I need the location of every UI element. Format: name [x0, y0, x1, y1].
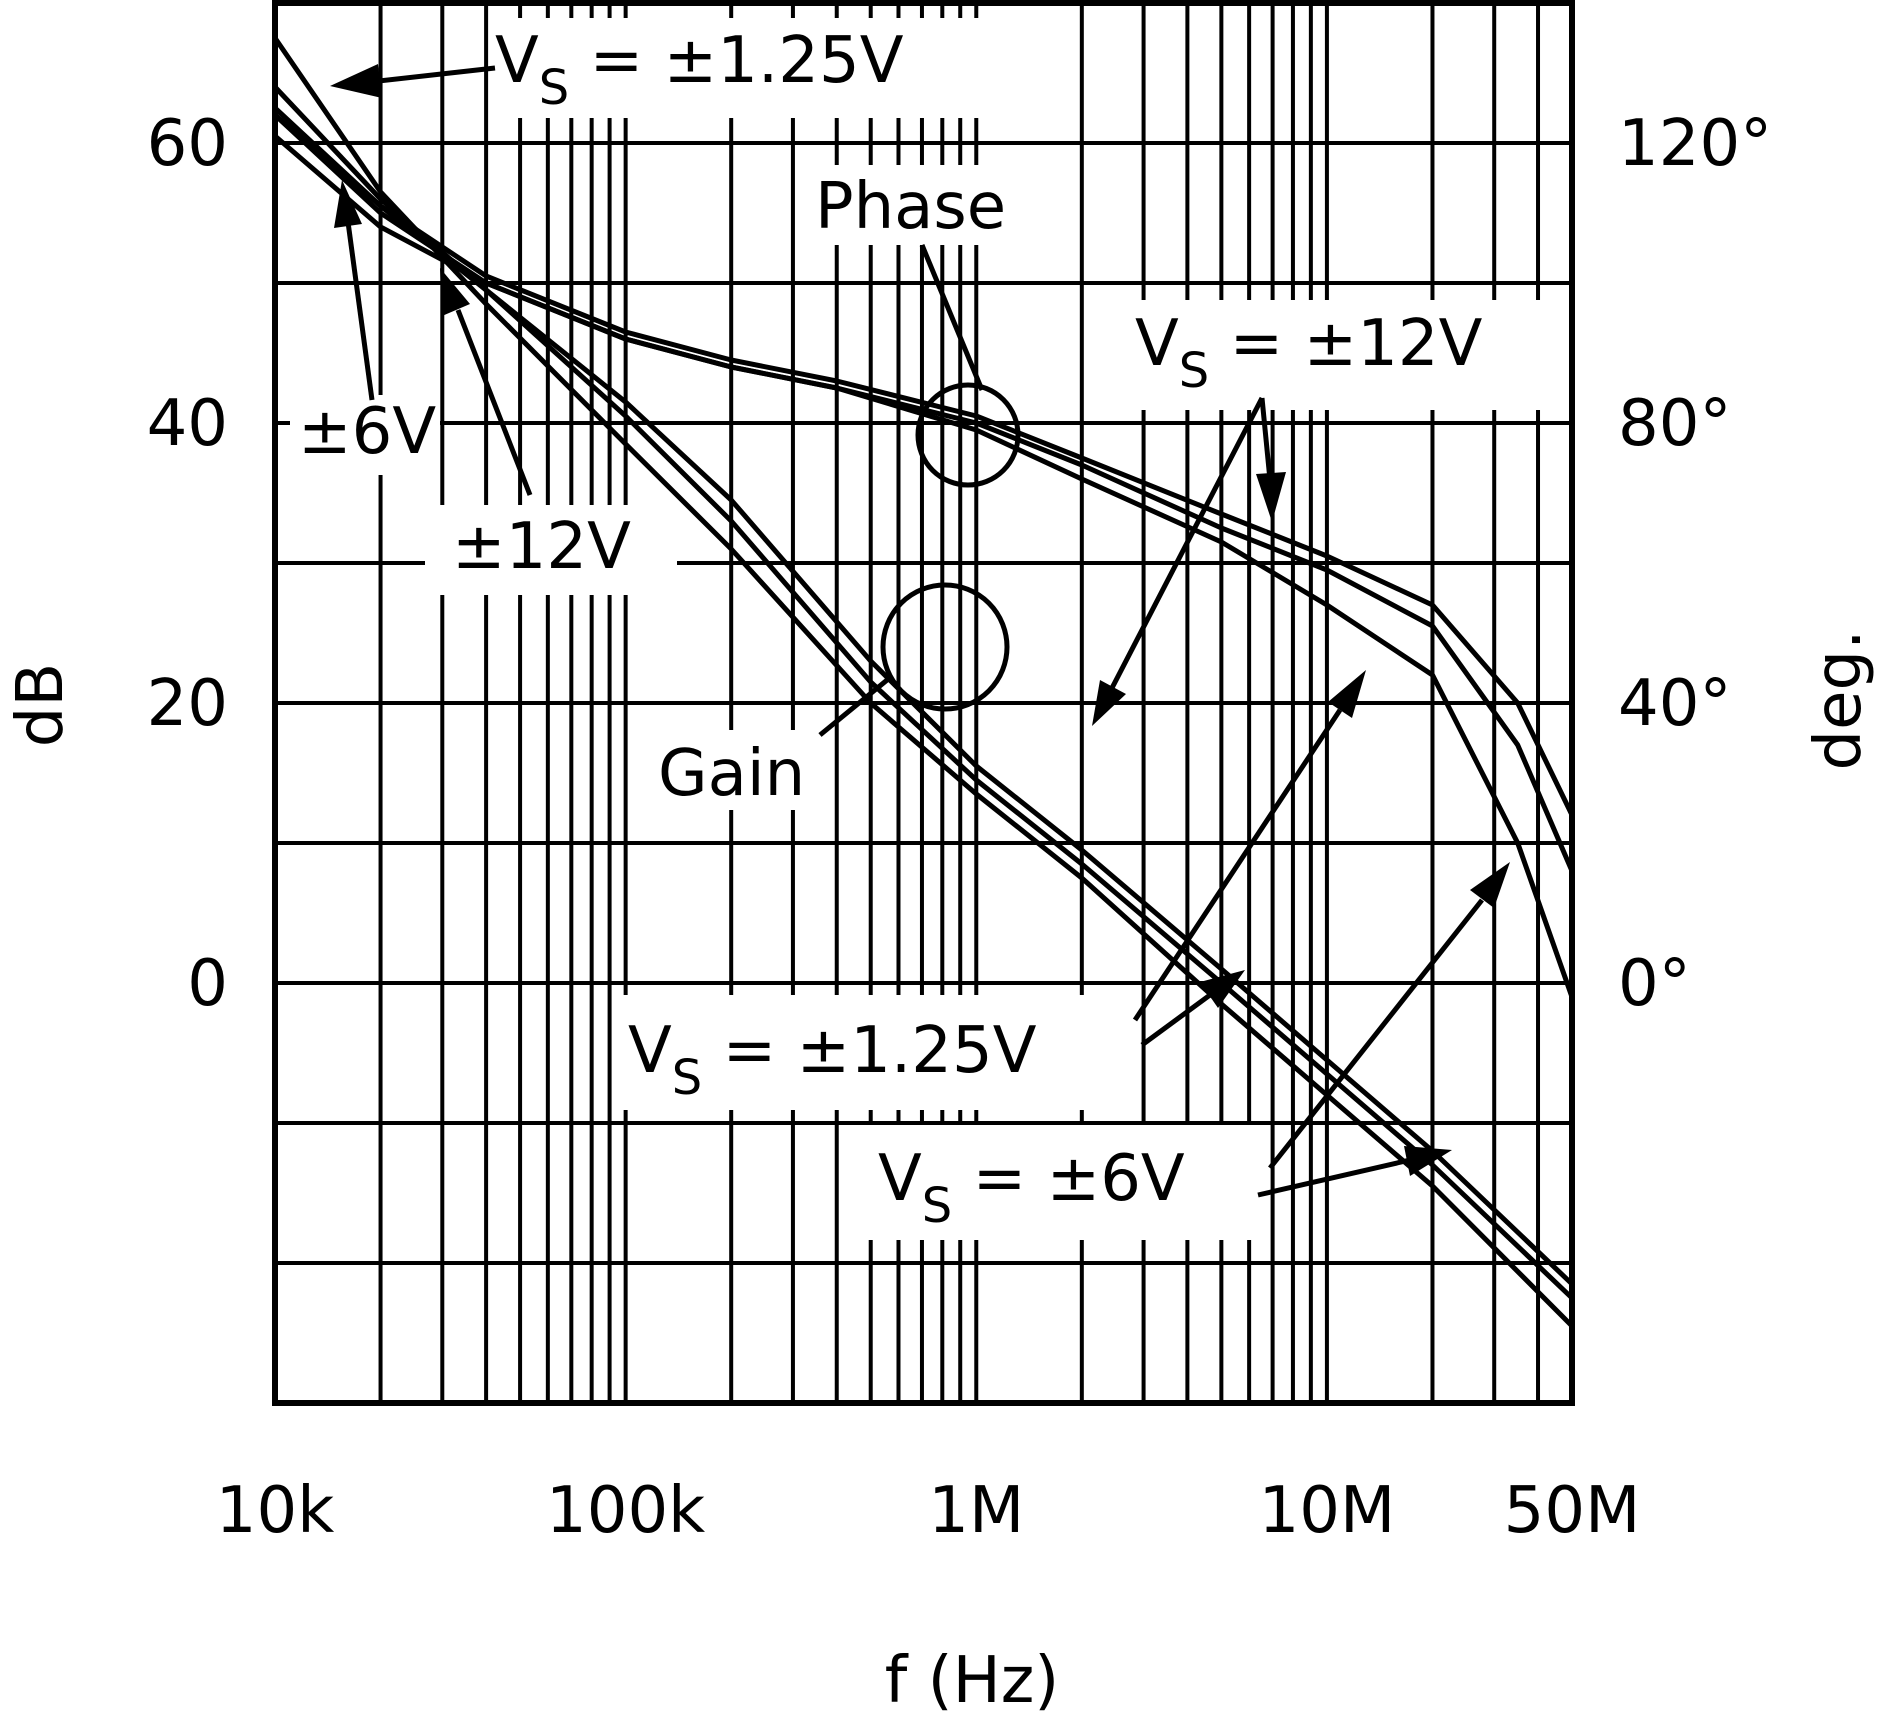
annotation-bg: [490, 18, 1000, 118]
arrow-head: [1092, 680, 1126, 726]
arrow-line: [1109, 396, 1265, 690]
annotation-vs-1-25-bottom: VS = ±1.25V: [628, 1014, 1037, 1106]
y-tick-label-right: 120°: [1618, 107, 1772, 181]
annotation-vs-value: = ±12V: [1209, 307, 1482, 381]
annotation-vs-6: VS = ±6V: [878, 1142, 1185, 1234]
x-tick-label: 50M: [1504, 1474, 1641, 1548]
annotation-vs-subscript: S: [1179, 343, 1209, 399]
y-tick-label-left: 40: [147, 387, 228, 461]
arrow-head: [1470, 862, 1510, 908]
y-tick-label-right: 40°: [1618, 667, 1731, 741]
phase-marker-circle: [915, 382, 1021, 488]
y-tick-label-left: 20: [147, 667, 228, 741]
y-tick-label-left: 60: [147, 107, 228, 181]
arrow-head: [330, 64, 382, 98]
x-tick-label: 10M: [1259, 1474, 1396, 1548]
annotation-vs-symbol: V: [1135, 307, 1179, 381]
y-tick-label-right: 80°: [1618, 387, 1731, 461]
annotation-vs-value: = ±1.25V: [569, 24, 903, 98]
annotation-vs-subscript: S: [922, 1178, 952, 1234]
y-tick-label-left: 0: [187, 947, 228, 1021]
arrow-head: [1200, 970, 1245, 1008]
y-tick-label-right: 0°: [1618, 947, 1691, 1021]
gain-marker-circle: [880, 582, 1010, 712]
x-tick-label: 1M: [928, 1474, 1024, 1548]
annotation-gain: Gain: [658, 737, 805, 811]
phase-curve: [272, 112, 1575, 818]
phase-curve: [272, 133, 1575, 874]
annotation-vs-1-25-top: VS = ±1.25V: [495, 24, 904, 116]
annotations: VS = ±1.25V ±6V ±12V Phase Gain VS = ±12…: [290, 18, 1555, 1240]
annotation-vs-value: = ±1.25V: [702, 1014, 1036, 1088]
arrow-line: [345, 221, 375, 401]
annotation-bg: [648, 730, 820, 810]
annotation-phase: Phase: [815, 170, 1006, 244]
annotation-bg: [1120, 300, 1555, 410]
arrow-head: [440, 268, 470, 316]
annotation-bg: [425, 505, 677, 595]
arrow-head: [1328, 670, 1366, 718]
annotation-bg: [290, 395, 440, 475]
annotation-bg: [865, 1125, 1265, 1240]
x-tick-label: 100k: [546, 1474, 705, 1548]
annotation-vs-symbol: V: [628, 1014, 672, 1088]
x-tick-label: 10k: [216, 1474, 335, 1548]
arrow-line: [455, 309, 533, 496]
annotation-bg: [805, 165, 1030, 245]
annotation-vs-symbol: V: [495, 24, 539, 98]
annotation-vs-symbol: V: [878, 1142, 922, 1216]
annotation-vs-value: = ±6V: [952, 1142, 1185, 1216]
annotation-vs-subscript: S: [539, 60, 569, 116]
arrow-line: [1140, 992, 1212, 1048]
arrow-line: [1257, 1157, 1411, 1198]
annotation-pm6-left: ±6V: [298, 395, 436, 469]
y-axis-title-left: dB: [4, 663, 78, 748]
arrow-line: [818, 674, 894, 737]
annotation-pm12-left: ±12V: [452, 510, 631, 584]
x-axis-title: f (Hz): [885, 1644, 1060, 1718]
arrow-head: [1256, 472, 1286, 522]
arrow-head: [334, 180, 362, 228]
tick-labels: 10k 100k 1M 10M 50M 0 20 40 60 0° 40° 80° 120°: [147, 107, 1773, 1548]
y-axis-title-right: deg.: [1802, 630, 1876, 771]
annotation-bg: [615, 995, 1135, 1110]
annotation-vs-12: VS = ±12V: [1135, 307, 1483, 399]
annotation-vs-subscript: S: [672, 1050, 702, 1106]
arrow-line: [1268, 898, 1484, 1170]
plot-frame: [272, 0, 1575, 1406]
arrow-line: [919, 244, 985, 391]
arrow-head: [1404, 1146, 1452, 1176]
arrow-line: [1259, 397, 1273, 481]
arrow-line: [1132, 708, 1343, 1022]
gain-curve: [272, 35, 1575, 1329]
arrow-line: [369, 65, 496, 85]
